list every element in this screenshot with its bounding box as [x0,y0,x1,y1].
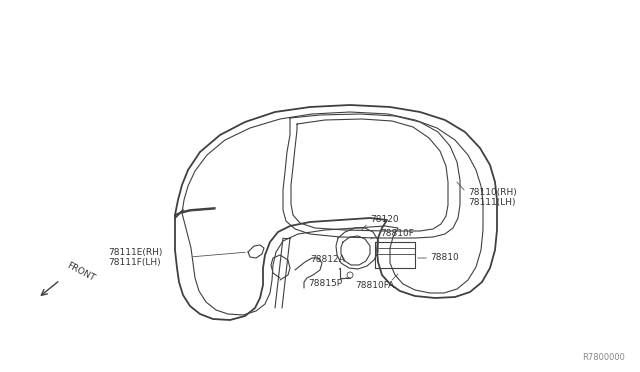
Text: 78810FA: 78810FA [355,280,394,289]
Text: 78810F: 78810F [380,230,414,238]
Text: 78812A: 78812A [310,256,345,264]
Text: 78111(LH): 78111(LH) [468,198,515,206]
Text: 78810: 78810 [430,253,459,263]
Text: 78111E(RH): 78111E(RH) [108,247,163,257]
Text: 78120: 78120 [370,215,399,224]
Text: 78815P: 78815P [308,279,342,288]
Text: 78110(RH): 78110(RH) [468,187,516,196]
Text: 78111F(LH): 78111F(LH) [108,257,161,266]
Text: FRONT: FRONT [65,261,96,283]
Text: R7800000: R7800000 [582,353,625,362]
